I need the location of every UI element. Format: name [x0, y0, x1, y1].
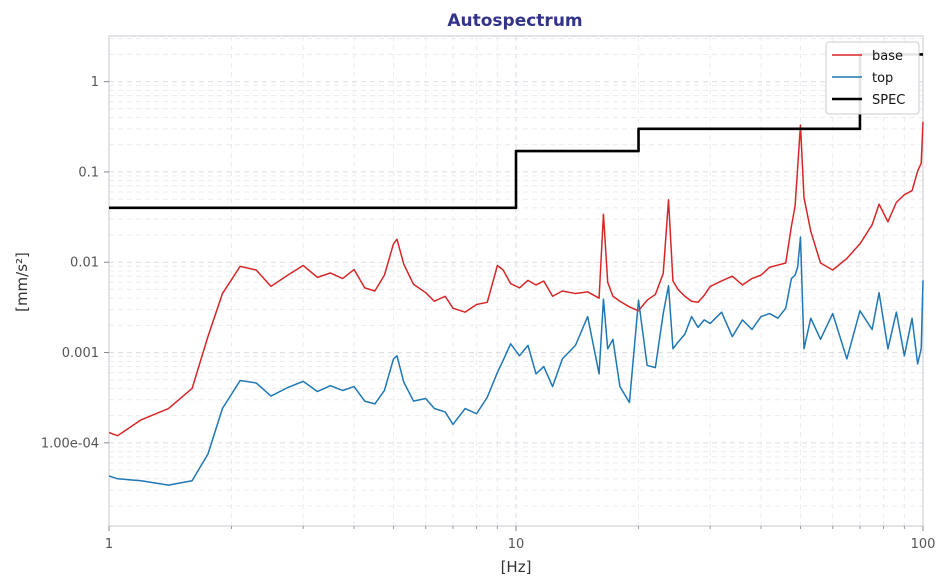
y-tick-label: 1.00e-04 [41, 436, 99, 451]
legend-spec-label: SPEC [872, 93, 905, 108]
legend-box [825, 41, 920, 115]
chart-title: Autospectrum [447, 11, 582, 31]
x-axis-label: [Hz] [501, 558, 532, 576]
axis-ticks: 1 10 100 1.00e-04 0.001 0.01 0.1 1 [41, 75, 936, 552]
legend: base top SPEC [825, 41, 920, 115]
x-tick-label: 10 [508, 537, 525, 552]
y-tick-label: 0.01 [70, 256, 99, 271]
x-tick-label: 1 [105, 537, 113, 552]
legend-base-label: base [872, 49, 903, 64]
y-tick-label: 0.001 [62, 346, 99, 361]
grid-lines [108, 36, 924, 526]
legend-top-label: top [872, 71, 893, 86]
y-tick-label: 1 [91, 75, 99, 90]
y-tick-label: 0.1 [78, 165, 99, 180]
x-tick-label: 100 [911, 537, 936, 552]
series-line-top [108, 236, 924, 486]
series-line-base [108, 121, 924, 437]
y-axis-label: [mm/s²] [13, 252, 31, 312]
